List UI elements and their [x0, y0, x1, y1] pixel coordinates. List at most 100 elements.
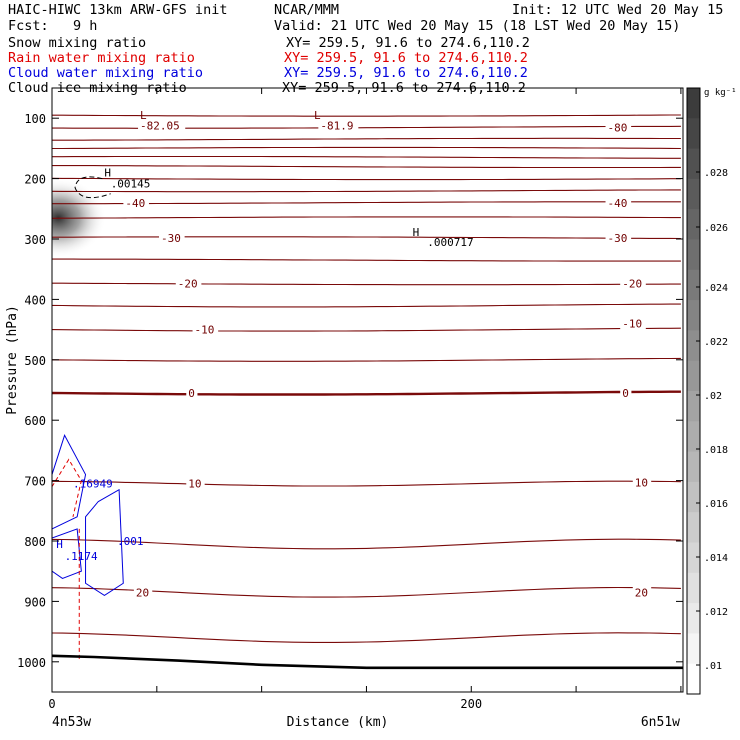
- colorbar-swatch: [687, 481, 700, 513]
- field-rain-label: Rain water mixing ratio: [8, 50, 195, 66]
- colorbar-swatch: [687, 178, 700, 210]
- temperature-label: -20: [622, 278, 642, 291]
- isotherm-line: [52, 146, 681, 150]
- colorbar-swatch: [687, 572, 700, 604]
- temperature-label: 10: [635, 476, 648, 489]
- temperature-label: -30: [608, 232, 628, 245]
- isotherm-line: [52, 632, 681, 643]
- colorbar-tick-label: .026: [704, 223, 728, 234]
- isotherm-line: [52, 155, 681, 159]
- init-time: Init: 12 UTC Wed 20 May 15: [512, 2, 724, 18]
- y-tick-label: 300: [24, 233, 46, 247]
- temperature-label-bg: [620, 317, 646, 330]
- colorbar-tick-label: .016: [704, 499, 728, 510]
- colorbar-swatch: [687, 542, 700, 574]
- extremum-label: .00145: [111, 177, 151, 190]
- forecast-hour: Fcst: 9 h: [8, 18, 98, 34]
- colorbar-tick-label: .014: [704, 553, 728, 564]
- colorbar-swatch: [687, 300, 700, 331]
- y-tick-label: 400: [24, 293, 46, 307]
- hydrometeor-contours: [52, 176, 124, 662]
- x-end-label: 6n51w: [641, 715, 680, 730]
- temperature-label: -30: [161, 232, 181, 245]
- colorbar-swatch: [687, 88, 700, 119]
- temperature-label: -10: [195, 324, 215, 337]
- colorbar: .01 .012 .014 .016 .018 .02 .022 .024 .026 .028 g …: [686, 87, 737, 695]
- colorbar-swatch: [687, 269, 700, 301]
- colorbar-swatch: [687, 330, 700, 362]
- colorbar-tick-label: .012: [704, 607, 728, 618]
- terrain-layer: [52, 654, 683, 670]
- isotherm-layer: [52, 114, 681, 643]
- colorbar-tick-label: .024: [704, 283, 728, 294]
- y-tick-label: 200: [24, 173, 46, 187]
- colorbar-swatch: [687, 239, 700, 271]
- temperature-label: -82.05: [140, 119, 180, 132]
- temperature-label: 0: [622, 387, 629, 400]
- cloud-water-contour: [52, 434, 87, 530]
- colorbar-swatch: [687, 209, 700, 240]
- colorbar-tick-label: .018: [704, 445, 728, 456]
- temperature-label: 20: [136, 586, 149, 599]
- field-cloudice-xy: XY= 259.5, 91.6 to 274.6,110.2: [282, 80, 526, 96]
- isotherm-line: [52, 327, 681, 332]
- colorbar-swatch: [687, 118, 700, 150]
- temperature-label-bg: [632, 476, 652, 489]
- isotherm-line: [52, 390, 681, 396]
- isotherm-line: [52, 114, 681, 117]
- isotherm-line: [52, 258, 681, 262]
- temperature-label-bg: [605, 121, 632, 134]
- temperature-label: 0: [188, 387, 195, 400]
- temperature-label-bg: [175, 277, 202, 290]
- field-rain-xy: XY= 259.5, 91.6 to 274.6,110.2: [284, 50, 528, 66]
- colorbar-tick-label: .028: [704, 168, 728, 179]
- extremum-label: H: [413, 226, 420, 239]
- isotherm-line: [52, 189, 681, 193]
- colorbar-swatch: [687, 451, 700, 483]
- title-center: NCAR/MMM: [274, 2, 340, 18]
- temperature-label-bg: [186, 387, 198, 400]
- field-snow-xy: XY= 259.5, 91.6 to 274.6,110.2: [286, 35, 530, 51]
- y-tick-label: 1000: [17, 656, 46, 670]
- temperature-label: -81.9: [320, 119, 353, 132]
- cloud-water-contour: [85, 488, 124, 596]
- isotherm-line: [52, 137, 681, 141]
- y-tick-label: 800: [24, 535, 46, 549]
- isotherm-line: [52, 282, 681, 286]
- extremum-label: .1174: [65, 550, 98, 563]
- isotherm-line: [52, 538, 681, 550]
- temperature-label: -80: [608, 121, 628, 134]
- temperature-label-bg: [632, 586, 652, 599]
- temperature-label-bg: [133, 586, 153, 599]
- isotherm-line: [52, 236, 681, 240]
- temperature-label: -40: [608, 197, 628, 210]
- isotherm-line: [52, 165, 681, 169]
- colorbar-tick-label: .022: [704, 337, 728, 348]
- contour-labels: -82.05 -81.9 -80 -40 -40 -30 -30 -20 -20 -10 -10 0 0…: [56, 109, 652, 599]
- temperature-label: -40: [125, 197, 145, 210]
- plot-frame: [51, 87, 684, 693]
- x-tick-label: 0: [48, 697, 55, 711]
- y-tick-label: 100: [24, 112, 46, 126]
- extremum-label: H: [104, 167, 111, 180]
- extremum-label: L: [140, 109, 147, 122]
- x-start-label: 4n53w: [52, 715, 91, 730]
- colorbar-swatch: [687, 360, 700, 392]
- temperature-label: -10: [622, 318, 642, 331]
- rain-water-contour: [52, 458, 82, 517]
- isotherm-line: [52, 216, 681, 219]
- colorbar-tick-label: .02: [704, 391, 722, 402]
- colorbar-swatch: [687, 391, 700, 422]
- extremum-label: .16949: [73, 478, 113, 491]
- isotherm-line: [52, 357, 681, 362]
- isotherm-line: [52, 201, 681, 205]
- colorbar-swatch: [687, 421, 700, 453]
- temperature-label-bg: [605, 231, 632, 244]
- extremum-label: .001: [117, 535, 144, 548]
- isotherm-line: [52, 177, 681, 181]
- y-tick-label: 500: [24, 354, 46, 368]
- temperature-label-bg: [605, 196, 632, 209]
- colorbar-frame: [686, 87, 701, 695]
- title-left: HAIC-HIWC 13km ARW-GFS init: [8, 2, 228, 18]
